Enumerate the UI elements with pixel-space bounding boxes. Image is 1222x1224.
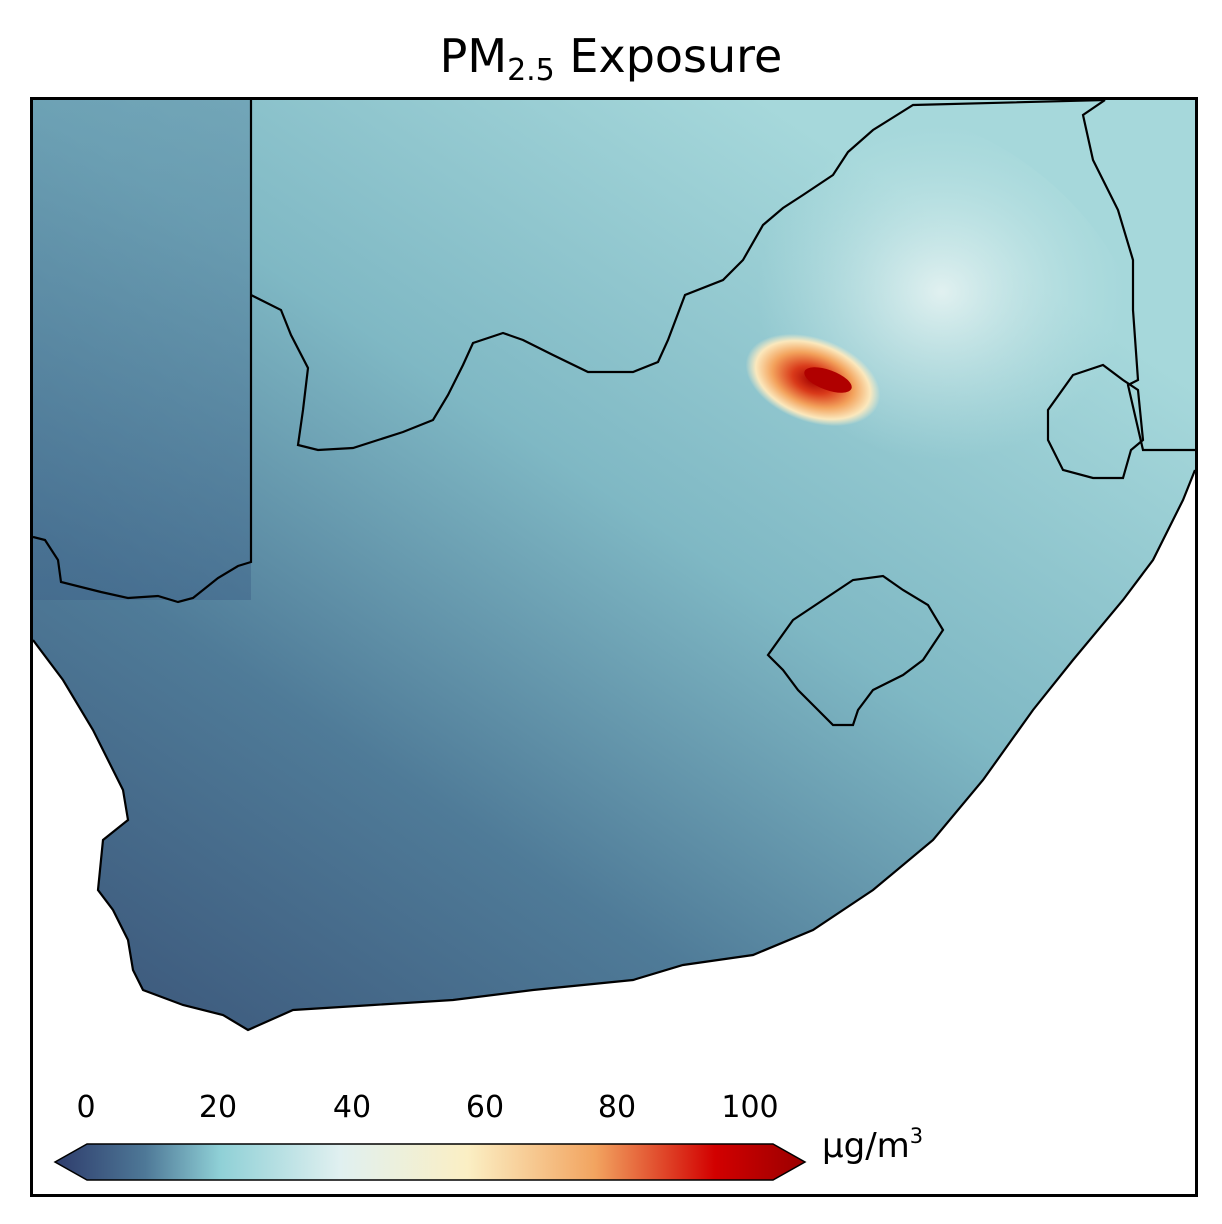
border-lesotho xyxy=(766,574,945,727)
colorbar xyxy=(53,1143,807,1181)
west-region-shade xyxy=(33,100,251,600)
colorbar-tick-40: 40 xyxy=(332,1090,372,1125)
border-eswatini xyxy=(1046,363,1145,480)
pm-hotspot-core xyxy=(804,367,852,393)
colorbar-tick-0: 0 xyxy=(76,1090,96,1125)
map-canvas xyxy=(33,100,1195,1032)
border-botswana-south xyxy=(250,100,1106,452)
colorbar-gradient xyxy=(53,1143,807,1181)
border-north-namibia xyxy=(33,100,253,604)
colorbar-tick-100: 100 xyxy=(721,1090,779,1125)
border-mozambique xyxy=(1081,100,1195,452)
coastline xyxy=(33,469,1195,1032)
map-title: PM2.5 Exposure xyxy=(439,29,783,88)
country-borders xyxy=(33,100,1195,1032)
colorbar-tick-20: 20 xyxy=(198,1090,238,1125)
colorbar-unit-label: μg/m3 xyxy=(822,1124,924,1167)
map-panel[interactable] xyxy=(30,97,1198,1197)
colorbar-tick-80: 80 xyxy=(597,1090,637,1125)
colorbar-tick-60: 60 xyxy=(465,1090,505,1125)
